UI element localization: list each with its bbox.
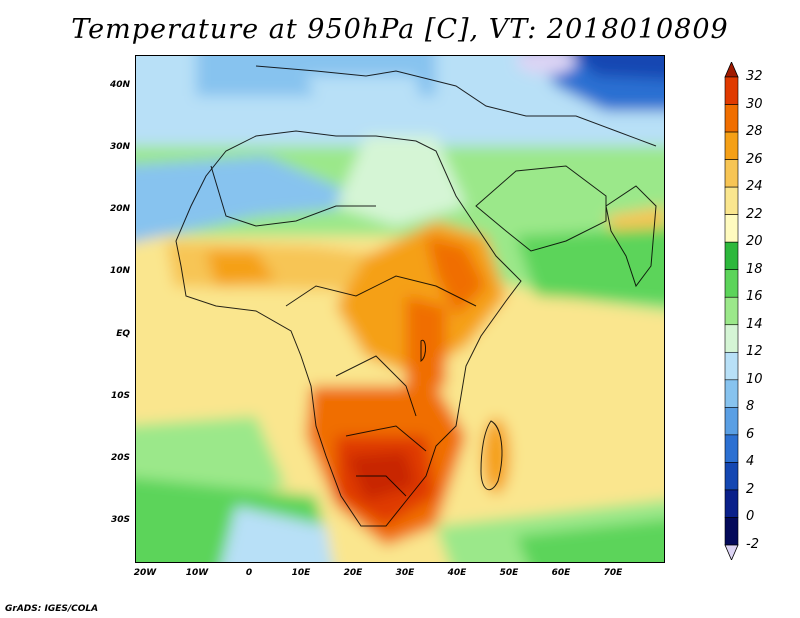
colorbar-segment bbox=[724, 241, 739, 271]
grads-credit: GrADS: IGES/COLA bbox=[5, 604, 99, 614]
colorbar-segment bbox=[724, 517, 739, 546]
colorbar-label: -2 bbox=[746, 537, 759, 552]
colorbar-segment bbox=[724, 269, 739, 298]
lon-label-40e: 40E bbox=[447, 568, 467, 578]
lon-label-30e: 30E bbox=[395, 568, 415, 578]
lon-label-20w: 20W bbox=[133, 568, 157, 578]
colorbar-label: 20 bbox=[746, 234, 763, 250]
colorbar-label: 16 bbox=[746, 289, 763, 305]
colorbar-segment bbox=[724, 296, 739, 326]
lat-label-10n: 10N bbox=[109, 266, 130, 276]
lon-label-10e: 10E bbox=[291, 568, 311, 578]
colorbar-segment bbox=[724, 76, 739, 105]
colorbar-label: 14 bbox=[746, 316, 763, 332]
temperature-map bbox=[135, 55, 665, 563]
colorbar-segment bbox=[724, 407, 739, 436]
map-title: Temperature at 950hPa [C], VT: 201801080… bbox=[71, 14, 729, 45]
lat-label-10s: 10S bbox=[110, 391, 130, 401]
colorbar-label: 0 bbox=[746, 509, 755, 525]
colorbar-segment bbox=[724, 104, 739, 133]
lon-label-60e: 60E bbox=[551, 568, 571, 578]
colorbar-label: 6 bbox=[746, 426, 755, 442]
colorbar-segment bbox=[724, 131, 739, 160]
colorbar-top-arrow bbox=[724, 62, 739, 78]
colorbar-label: 24 bbox=[746, 179, 763, 195]
colorbar-segment bbox=[724, 214, 739, 243]
lat-label-20n: 20N bbox=[109, 204, 130, 214]
colorbar-segment bbox=[724, 324, 739, 353]
lon-label-20e: 20E bbox=[343, 568, 363, 578]
lat-label-40n: 40N bbox=[109, 80, 130, 90]
lat-label-20s: 20S bbox=[110, 453, 130, 463]
colorbar-label: 26 bbox=[746, 151, 763, 167]
colorbar-segment bbox=[724, 434, 739, 463]
colorbar bbox=[724, 62, 739, 560]
colorbar-label: 28 bbox=[746, 124, 763, 140]
lon-label-10w: 10W bbox=[185, 568, 209, 578]
lon-label-0: 0 bbox=[245, 568, 253, 578]
colorbar-label: 22 bbox=[746, 206, 763, 222]
colorbar-segment bbox=[724, 186, 739, 215]
lon-label-70e: 70E bbox=[603, 568, 623, 578]
colorbar-label: 4 bbox=[746, 454, 755, 470]
colorbar-bottom-arrow bbox=[724, 544, 739, 560]
colorbar-label: 12 bbox=[746, 344, 763, 360]
lat-label-eq: EQ bbox=[116, 329, 130, 339]
colorbar-label: 10 bbox=[746, 371, 763, 387]
colorbar-segment bbox=[724, 379, 739, 408]
colorbar-label: 30 bbox=[746, 96, 763, 112]
colorbar-label: 8 bbox=[746, 399, 755, 415]
lat-label-30s: 30S bbox=[110, 515, 130, 525]
colorbar-segment bbox=[724, 159, 739, 188]
colorbar-segment bbox=[724, 489, 739, 518]
lon-label-50e: 50E bbox=[499, 568, 519, 578]
colorbar-label: 2 bbox=[746, 481, 755, 497]
colorbar-label: 18 bbox=[746, 261, 763, 277]
colorbar-label: 32 bbox=[746, 69, 763, 84]
lat-label-30n: 30N bbox=[109, 142, 130, 152]
colorbar-segment bbox=[724, 462, 739, 491]
colorbar-segment bbox=[724, 351, 739, 381]
